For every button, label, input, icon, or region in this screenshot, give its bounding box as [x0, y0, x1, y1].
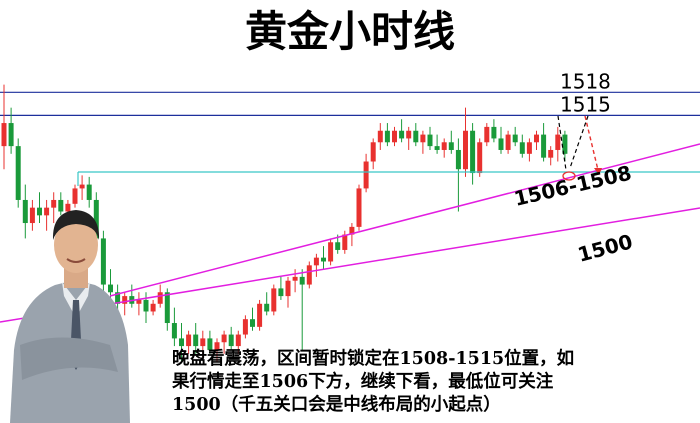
candle-body: [271, 288, 277, 312]
candle-body: [562, 134, 568, 154]
arrow: [584, 115, 599, 171]
candle-body: [470, 130, 476, 174]
candle-body: [164, 292, 170, 324]
candle-body: [335, 242, 341, 250]
candle-body: [93, 199, 99, 239]
candle-body: [285, 280, 291, 297]
candle-body: [534, 134, 539, 143]
candle-body: [228, 334, 234, 347]
candle-body: [51, 199, 57, 208]
candle-body: [420, 134, 426, 143]
candle-body: [257, 303, 263, 327]
candle-body: [427, 134, 433, 147]
candle-body: [491, 126, 497, 139]
candle-body: [356, 188, 362, 227]
candle-body: [299, 276, 305, 285]
arrow-head: [594, 168, 602, 175]
candle-body: [377, 130, 383, 143]
candle-body: [29, 207, 35, 224]
candle-body: [306, 265, 312, 285]
candle-body: [370, 142, 376, 162]
candle-body: [143, 299, 149, 312]
candle-body: [349, 226, 355, 235]
candle-body: [86, 184, 92, 200]
candle-body: [512, 134, 518, 143]
title: 黄金小时线: [245, 7, 455, 56]
candle-body: [44, 207, 50, 216]
candle-body: [58, 199, 64, 212]
candle-body: [242, 319, 248, 335]
candle-body: [72, 188, 78, 204]
level-label: 1518: [560, 69, 611, 93]
candle-body: [122, 296, 128, 304]
arrow: [557, 115, 567, 171]
candle-body: [200, 338, 206, 347]
candle-body: [179, 338, 184, 347]
channel-upper: [109, 143, 700, 297]
candle-body: [392, 130, 397, 143]
candle-body: [292, 276, 298, 281]
candle-body: [264, 303, 270, 312]
candle-body: [22, 199, 28, 224]
candle-body: [448, 142, 454, 150]
candle-body: [278, 288, 284, 297]
candle-body: [108, 284, 113, 293]
candle-body: [221, 334, 227, 343]
candle-body: [37, 207, 42, 216]
note-line: 果行情走至1506下方，继续下看，最低位可关注: [171, 371, 554, 392]
candle-body: [15, 146, 21, 200]
candle-body: [455, 149, 461, 170]
note-line: 1500（千五关口会是中线布局的小起点）: [172, 394, 501, 415]
candle-body: [79, 184, 85, 189]
candle-body: [434, 146, 440, 150]
channel-lower: [0, 207, 700, 323]
candle-body: [193, 334, 199, 347]
level-label: 1515: [560, 92, 611, 116]
candle-body: [463, 130, 468, 170]
candle-body: [321, 257, 326, 262]
candle-body: [526, 142, 532, 154]
candle-body: [413, 130, 419, 143]
arrow: [569, 115, 589, 169]
candle-body: [250, 319, 255, 327]
candle-body: [207, 338, 213, 350]
candle-body: [441, 142, 447, 150]
candle-body: [555, 134, 561, 150]
candle-body: [399, 130, 405, 139]
candle-body: [235, 334, 241, 347]
plot: [0, 84, 700, 362]
candle-body: [115, 292, 121, 304]
candle-body: [313, 257, 319, 266]
target-ring: [562, 171, 576, 181]
candle-body: [8, 123, 14, 147]
candle-body: [498, 138, 504, 150]
presenter: [10, 210, 130, 423]
note-line: 晚盘看震荡，区间暂时锁定在1508-1515位置，如: [172, 348, 574, 369]
candle-body: [484, 126, 490, 143]
candle-body: [328, 242, 334, 262]
candle-body: [384, 130, 390, 143]
candle-body: [541, 134, 547, 158]
candle-body: [65, 203, 71, 212]
candle-body: [157, 292, 163, 304]
candle-body: [406, 130, 412, 139]
candle-body: [363, 161, 369, 189]
candle-body: [1, 123, 7, 147]
candle-body: [477, 142, 483, 174]
candle-body: [214, 342, 220, 350]
candle-body: [100, 238, 106, 285]
candle-body: [186, 334, 192, 347]
candle-body: [519, 142, 525, 154]
candle-body: [342, 234, 348, 250]
candle-body: [548, 149, 554, 158]
candle-body: [150, 303, 156, 312]
candle-body: [505, 134, 511, 150]
candle-body: [171, 323, 177, 339]
candle-body: [136, 299, 142, 304]
